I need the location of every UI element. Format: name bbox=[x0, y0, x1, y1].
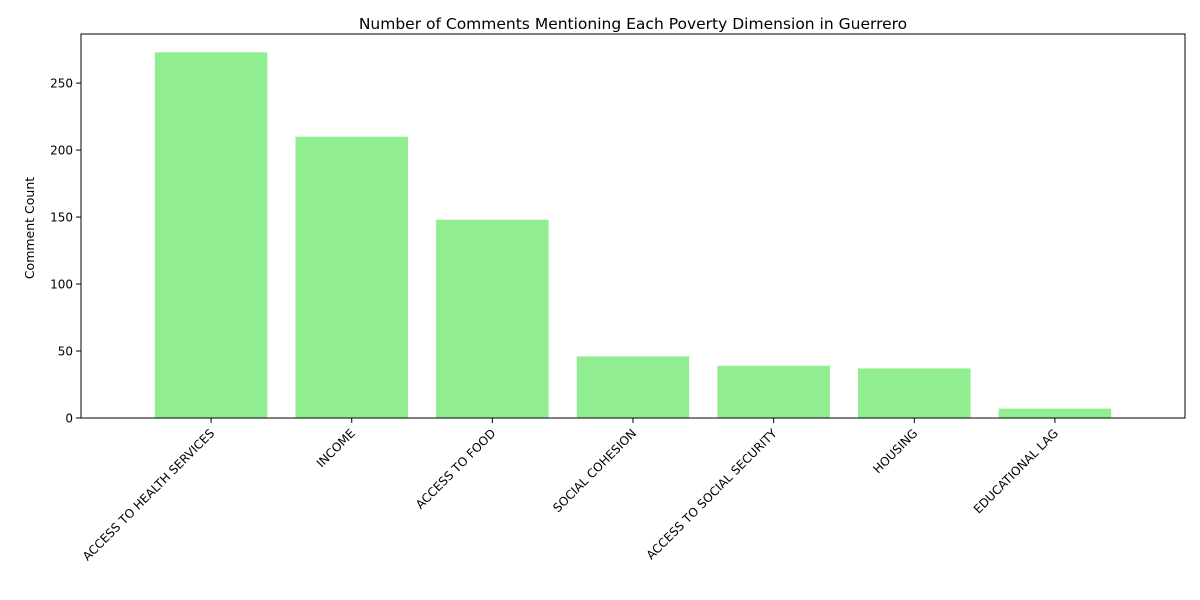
y-tick-label: 0 bbox=[65, 412, 73, 426]
bar-income bbox=[295, 136, 408, 418]
x-tick-label: ACCESS TO HEALTH SERVICES bbox=[80, 426, 217, 563]
x-tick-label: INCOME bbox=[314, 426, 358, 470]
y-tick-label: 200 bbox=[50, 144, 73, 158]
y-axis-ticks: 0 50 100 150 200 250 bbox=[50, 77, 81, 426]
bar-educational-lag bbox=[998, 408, 1112, 418]
x-axis-ticks: ACCESS TO HEALTH SERVICES INCOME ACCESS TO… bbox=[80, 418, 1061, 564]
y-tick-label: 50 bbox=[58, 345, 73, 359]
bar-social-cohesion bbox=[576, 356, 690, 418]
y-tick-label: 250 bbox=[50, 77, 73, 91]
x-tick-label: ACCESS TO FOOD bbox=[413, 426, 499, 512]
bar-access-to-health-services bbox=[154, 52, 268, 419]
y-axis-label: Comment Count bbox=[22, 177, 37, 279]
plot-frame bbox=[80, 33, 1186, 419]
bar-access-to-food bbox=[436, 219, 549, 418]
x-tick-label: EDUCATIONAL LAG bbox=[971, 426, 1061, 516]
x-tick-label: HOUSING bbox=[870, 426, 920, 476]
x-tick-label: SOCIAL COHESION bbox=[550, 426, 639, 515]
chart-title: Number of Comments Mentioning Each Pover… bbox=[359, 15, 907, 33]
bar-access-to-social-security bbox=[717, 365, 830, 418]
bars-layer bbox=[154, 52, 1112, 419]
x-tick-label: ACCESS TO SOCIAL SECURITY bbox=[644, 426, 781, 563]
y-tick-label: 100 bbox=[50, 278, 73, 292]
bar-housing bbox=[858, 368, 971, 418]
y-tick-label: 150 bbox=[50, 211, 73, 225]
